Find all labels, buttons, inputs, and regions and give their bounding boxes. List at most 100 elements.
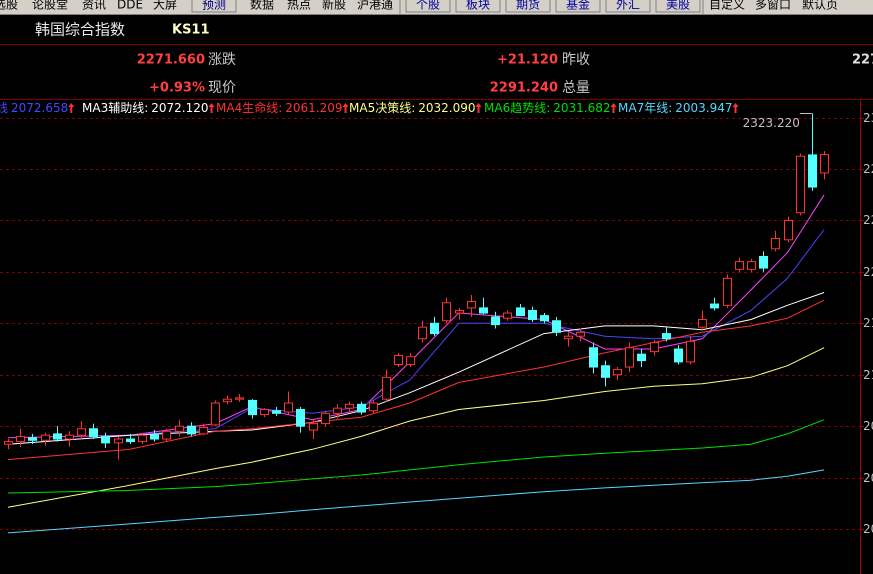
toolbar-button[interactable] bbox=[605, 0, 651, 13]
candle-body bbox=[503, 312, 512, 319]
legend-name: MA3辅助线: bbox=[82, 101, 148, 115]
candle-body bbox=[272, 410, 281, 414]
toolbar-items: 选股 论股堂 资讯 DDE 大屏 预测 数据 热点 新股 沪港通 个股 板块 期货 基金 外汇 美股 自定义 多窗… bbox=[0, 0, 838, 14]
toolbar-button[interactable] bbox=[505, 0, 551, 13]
candle-body bbox=[89, 428, 98, 437]
legend-name: MA5决策线: bbox=[349, 101, 415, 115]
quote-label: 现价 bbox=[208, 80, 236, 96]
toolbar-button-label[interactable]: 基金 bbox=[566, 0, 590, 12]
candle-body bbox=[28, 437, 37, 441]
ma-line bbox=[7, 419, 825, 494]
toolbar-link[interactable]: 沪港通 bbox=[357, 0, 393, 12]
candle-body bbox=[735, 261, 744, 270]
candle-body bbox=[309, 423, 318, 431]
candle-body bbox=[820, 154, 829, 174]
legend-value: 2032.090 bbox=[418, 101, 475, 115]
candle-body bbox=[260, 408, 269, 416]
candle-body bbox=[455, 309, 464, 314]
legend-arrow bbox=[68, 103, 75, 113]
legend-entry: 线 2072.658 bbox=[0, 101, 68, 115]
toolbar-button-label[interactable]: 预测 bbox=[202, 0, 226, 12]
ma-legend: 线 2072.658 MA3辅助线: 2072.120 MA4生命线: 2061.209 M… bbox=[0, 100, 739, 115]
toolbar-link[interactable]: 新股 bbox=[322, 0, 346, 12]
price-chart: 23 22 22 22 21 21 20 20 20 2323.220 bbox=[0, 100, 873, 574]
toolbar-button[interactable] bbox=[655, 0, 701, 13]
candle-body bbox=[357, 403, 366, 413]
quote-label: 涨跌 bbox=[208, 52, 236, 68]
candle-body bbox=[698, 318, 707, 328]
legend-name: MA4生命线: bbox=[216, 100, 282, 115]
toolbar-link[interactable]: 默认页 bbox=[802, 0, 838, 12]
candle-body bbox=[613, 369, 622, 376]
toolbar-link[interactable]: DDE bbox=[117, 0, 143, 12]
candle-body bbox=[759, 255, 768, 269]
candle-body bbox=[650, 342, 659, 353]
candle-body bbox=[601, 365, 610, 378]
legend-name: MA6趋势线: bbox=[484, 101, 550, 115]
toolbar-button[interactable] bbox=[191, 0, 237, 13]
candle-body bbox=[686, 340, 695, 363]
legend-arrow bbox=[610, 103, 617, 113]
y-tick-label: 23 bbox=[863, 111, 873, 125]
candle-body bbox=[126, 438, 135, 443]
candle-body bbox=[77, 428, 86, 436]
candle-body bbox=[41, 434, 50, 441]
quote-label: 总量 bbox=[562, 80, 590, 96]
ma-line bbox=[7, 299, 825, 461]
candle-body bbox=[162, 430, 171, 440]
candle-body bbox=[175, 425, 184, 432]
legend-value: 2031.682 bbox=[553, 101, 610, 115]
legend-arrow bbox=[208, 103, 215, 113]
toolbar-button-label[interactable]: 个股 bbox=[416, 0, 440, 12]
index-name: 韩国综合指数 bbox=[35, 21, 125, 39]
y-tick-label: 20 bbox=[863, 419, 873, 433]
legend-arrow bbox=[732, 103, 739, 113]
ma-line bbox=[7, 347, 825, 508]
candle-body bbox=[540, 315, 549, 322]
candle-body bbox=[4, 441, 13, 445]
toolbar-link[interactable]: 多窗口 bbox=[755, 0, 791, 12]
toolbar-link[interactable]: 选股 bbox=[0, 0, 18, 12]
toolbar-link[interactable]: 大屏 bbox=[153, 0, 177, 12]
candle-body bbox=[552, 320, 561, 333]
toolbar-link[interactable]: 论股堂 bbox=[32, 0, 68, 12]
toolbar-link[interactable]: 热点 bbox=[287, 0, 311, 12]
candle-body bbox=[723, 277, 732, 306]
candle-body bbox=[211, 402, 220, 426]
toolbar-link[interactable]: 自定义 bbox=[709, 0, 745, 12]
candle-body bbox=[138, 434, 147, 443]
toolbar-button-label[interactable]: 期货 bbox=[516, 0, 540, 12]
toolbar-link[interactable]: 数据 bbox=[250, 0, 274, 12]
toolbar-button[interactable] bbox=[405, 0, 451, 13]
quote-value: +21.120 bbox=[497, 53, 558, 68]
legend-value: 2003.947 bbox=[675, 101, 732, 115]
candle-body bbox=[345, 403, 354, 409]
ma-line bbox=[7, 469, 825, 534]
candle-body bbox=[430, 322, 439, 335]
candle-body bbox=[333, 407, 342, 414]
legend-entry: MA7年线: 2003.947 bbox=[618, 101, 733, 115]
candle-body bbox=[637, 353, 646, 362]
toolbar-button[interactable] bbox=[555, 0, 601, 13]
y-tick-label: 20 bbox=[863, 522, 873, 536]
ma-line bbox=[7, 229, 825, 445]
toolbar-button-label[interactable]: 美股 bbox=[666, 0, 690, 12]
candle-body bbox=[576, 331, 585, 337]
quote-value: 227 bbox=[852, 53, 873, 68]
toolbar-button-label[interactable]: 外汇 bbox=[616, 0, 640, 12]
y-tick-label: 20 bbox=[863, 471, 873, 485]
quote-label: 昨收 bbox=[562, 52, 590, 68]
candle-body bbox=[808, 154, 817, 188]
candle-body bbox=[187, 425, 196, 435]
toolbar-button-label[interactable]: 板块 bbox=[466, 0, 490, 12]
toolbar-button[interactable] bbox=[455, 0, 501, 13]
toolbar-link[interactable]: 资讯 bbox=[82, 0, 106, 12]
candle-body bbox=[796, 155, 805, 214]
candle-body bbox=[589, 347, 598, 368]
y-tick-label: 21 bbox=[863, 316, 873, 330]
y-tick-label: 22 bbox=[863, 265, 873, 279]
candle-body bbox=[321, 412, 330, 425]
legend-arrow bbox=[342, 103, 349, 113]
